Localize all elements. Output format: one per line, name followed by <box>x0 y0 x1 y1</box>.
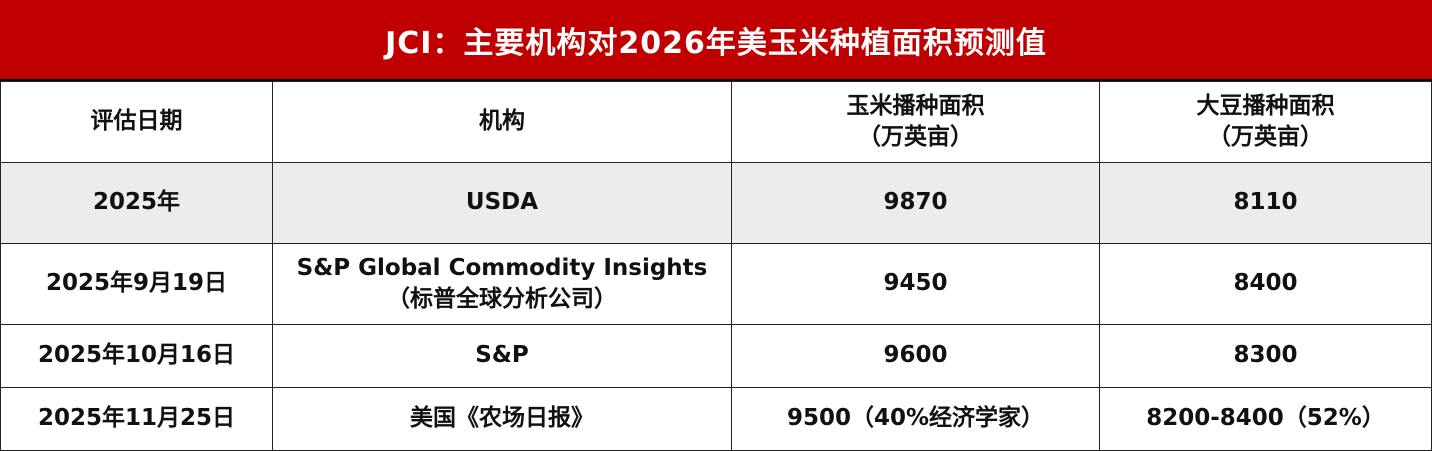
header-corn-area: 玉米播种面积 （万英亩） <box>731 81 1100 163</box>
cell-soy: 8400 <box>1099 243 1432 325</box>
forecast-table: 评估日期 机构 玉米播种面积 （万英亩） 大豆播种面积 （万英亩） 2025年 … <box>0 81 1432 451</box>
cell-org: USDA <box>272 162 732 244</box>
cell-date: 2025年10月16日 <box>0 324 273 388</box>
header-soy-area: 大豆播种面积 （万英亩） <box>1099 81 1432 163</box>
table-header-row: 评估日期 机构 玉米播种面积 （万英亩） 大豆播种面积 （万英亩） <box>0 81 1432 163</box>
cell-org: S&P <box>272 324 732 388</box>
table-row: 2025年 USDA 9870 8110 <box>0 162 1432 244</box>
cell-date: 2025年9月19日 <box>0 243 273 325</box>
cell-org: 美国《农场日报》 <box>272 387 732 451</box>
cell-org: S&P Global Commodity Insights （标普全球分析公司） <box>272 243 732 325</box>
cell-date: 2025年11月25日 <box>0 387 273 451</box>
table-row: 2025年9月19日 S&P Global Commodity Insights… <box>0 243 1432 325</box>
cell-date: 2025年 <box>0 162 273 244</box>
cell-corn: 9500（40%经济学家） <box>731 387 1100 451</box>
cell-corn: 9870 <box>731 162 1100 244</box>
cell-soy: 8200-8400（52%） <box>1099 387 1432 451</box>
cell-corn: 9600 <box>731 324 1100 388</box>
table-row: 2025年11月25日 美国《农场日报》 9500（40%经济学家） 8200-… <box>0 387 1432 451</box>
table-row: 2025年10月16日 S&P 9600 8300 <box>0 324 1432 388</box>
header-org: 机构 <box>272 81 732 163</box>
cell-soy: 8110 <box>1099 162 1432 244</box>
header-date: 评估日期 <box>0 81 273 163</box>
cell-soy: 8300 <box>1099 324 1432 388</box>
cell-corn: 9450 <box>731 243 1100 325</box>
table-title: JCI：主要机构对2026年美玉米种植面积预测值 <box>0 0 1432 81</box>
